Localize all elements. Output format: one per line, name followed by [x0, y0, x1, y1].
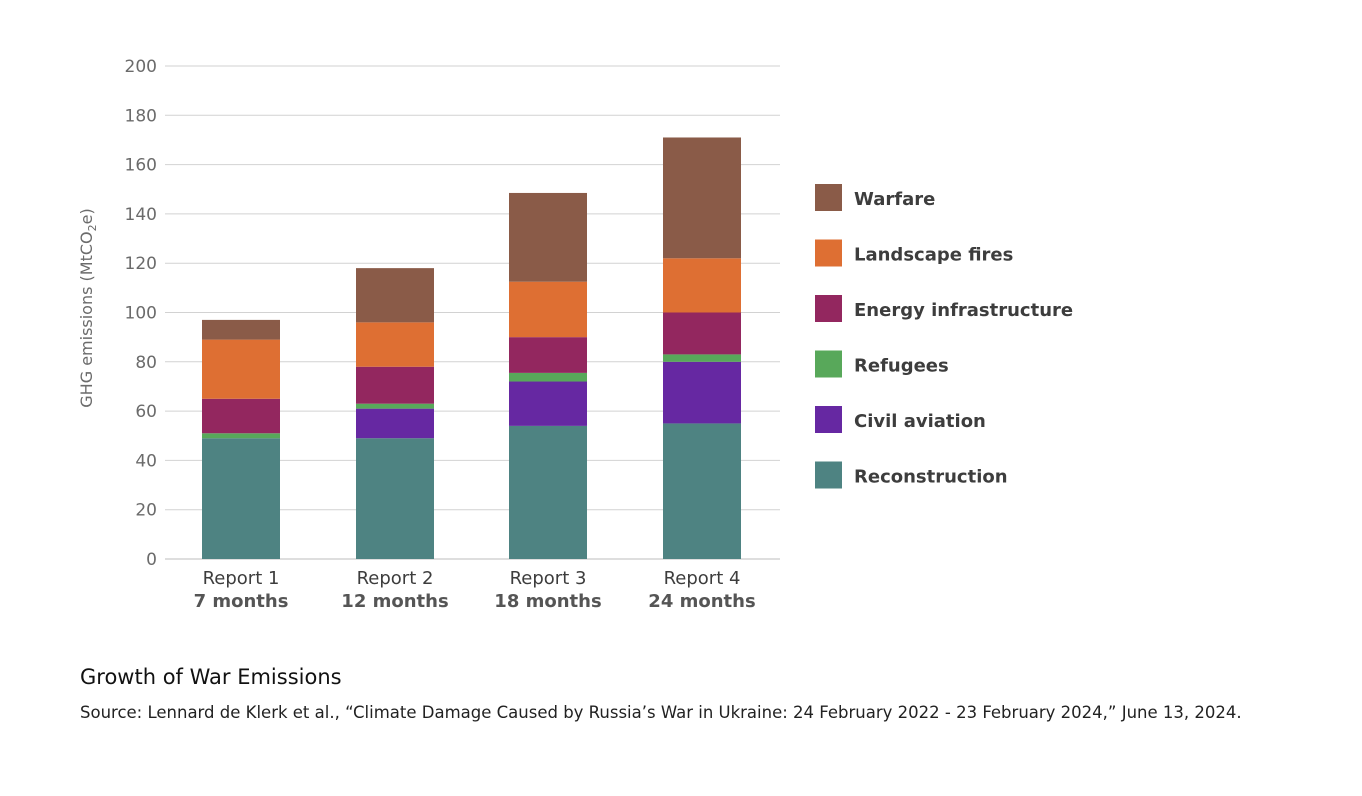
bar-segment [509, 281, 587, 338]
legend-swatch [815, 239, 842, 267]
legend-swatch [815, 350, 842, 378]
x-tick-sublabel: 12 months [341, 591, 448, 612]
y-tick-label: 200 [125, 57, 157, 77]
x-tick-sublabel: 24 months [648, 591, 755, 612]
y-tick-label: 20 [135, 501, 157, 521]
x-tick-sublabel: 7 months [194, 591, 289, 612]
y-tick-label: 100 [125, 304, 157, 324]
bar-segment [202, 433, 280, 439]
legend-label: Energy infrastructure [854, 300, 1073, 321]
x-axis: Report 17 months Report 212 months Report … [194, 568, 756, 612]
x-tick-label: Report 2 [357, 568, 434, 589]
bar-segment [663, 258, 741, 313]
legend-swatch [815, 184, 842, 211]
bar-segment [356, 438, 434, 559]
legend-label: Warfare [854, 189, 935, 210]
bar-segment [663, 361, 741, 424]
y-tick-label: 120 [125, 254, 157, 274]
x-tick-label: Report 1 [203, 568, 280, 589]
y-tick-label: 140 [125, 205, 157, 225]
figure-title: Growth of War Emissions [80, 665, 342, 689]
bar-segment [202, 319, 280, 340]
stacked-bar-chart: 0 20 40 60 80 100 120 140 160 180 200 Report 17 mo… [77, 57, 1073, 612]
y-axis: 0 20 40 60 80 100 120 140 160 180 200 [125, 57, 157, 570]
x-tick-sublabel: 18 months [494, 591, 601, 612]
figure-source: Source: Lennard de Klerk et al., “Climat… [80, 703, 1242, 722]
y-tick-label: 0 [146, 550, 157, 570]
bar-segment [509, 372, 587, 382]
bar-segment [356, 268, 434, 323]
bar-segment [663, 354, 741, 362]
bar-segment [202, 339, 280, 399]
legend-swatch [815, 406, 842, 433]
x-tick-label: Report 4 [664, 568, 741, 589]
legend-label: Reconstruction [854, 467, 1008, 488]
bar-segment [356, 403, 434, 409]
bar-segment [663, 137, 741, 259]
bar-segment [509, 192, 587, 282]
bar-segment [356, 322, 434, 367]
x-tick-label: Report 3 [510, 568, 587, 589]
y-tick-label: 160 [125, 156, 157, 176]
bar-segment [663, 312, 741, 355]
bar-segment [356, 408, 434, 439]
bar-segment [509, 425, 587, 559]
bar-segment [202, 398, 280, 434]
bar-segment [356, 366, 434, 404]
chart-legend: Warfare Landscape fires Energy infrastruct… [815, 184, 1073, 489]
bar-segment [663, 423, 741, 559]
y-tick-label: 60 [135, 402, 157, 422]
bar-segment [509, 337, 587, 373]
bar-segment [509, 381, 587, 426]
legend-label: Refugees [854, 356, 949, 377]
legend-label: Landscape fires [854, 245, 1013, 266]
chart-bars [202, 137, 741, 559]
legend-swatch [815, 295, 842, 322]
y-axis-label: GHG emissions (MtCO2e) [77, 208, 99, 407]
legend-label: Civil aviation [854, 411, 986, 432]
legend-swatch [815, 461, 842, 489]
y-tick-label: 180 [125, 106, 157, 126]
y-tick-label: 40 [135, 451, 157, 471]
y-tick-label: 80 [135, 353, 157, 373]
bar-segment [202, 438, 280, 559]
